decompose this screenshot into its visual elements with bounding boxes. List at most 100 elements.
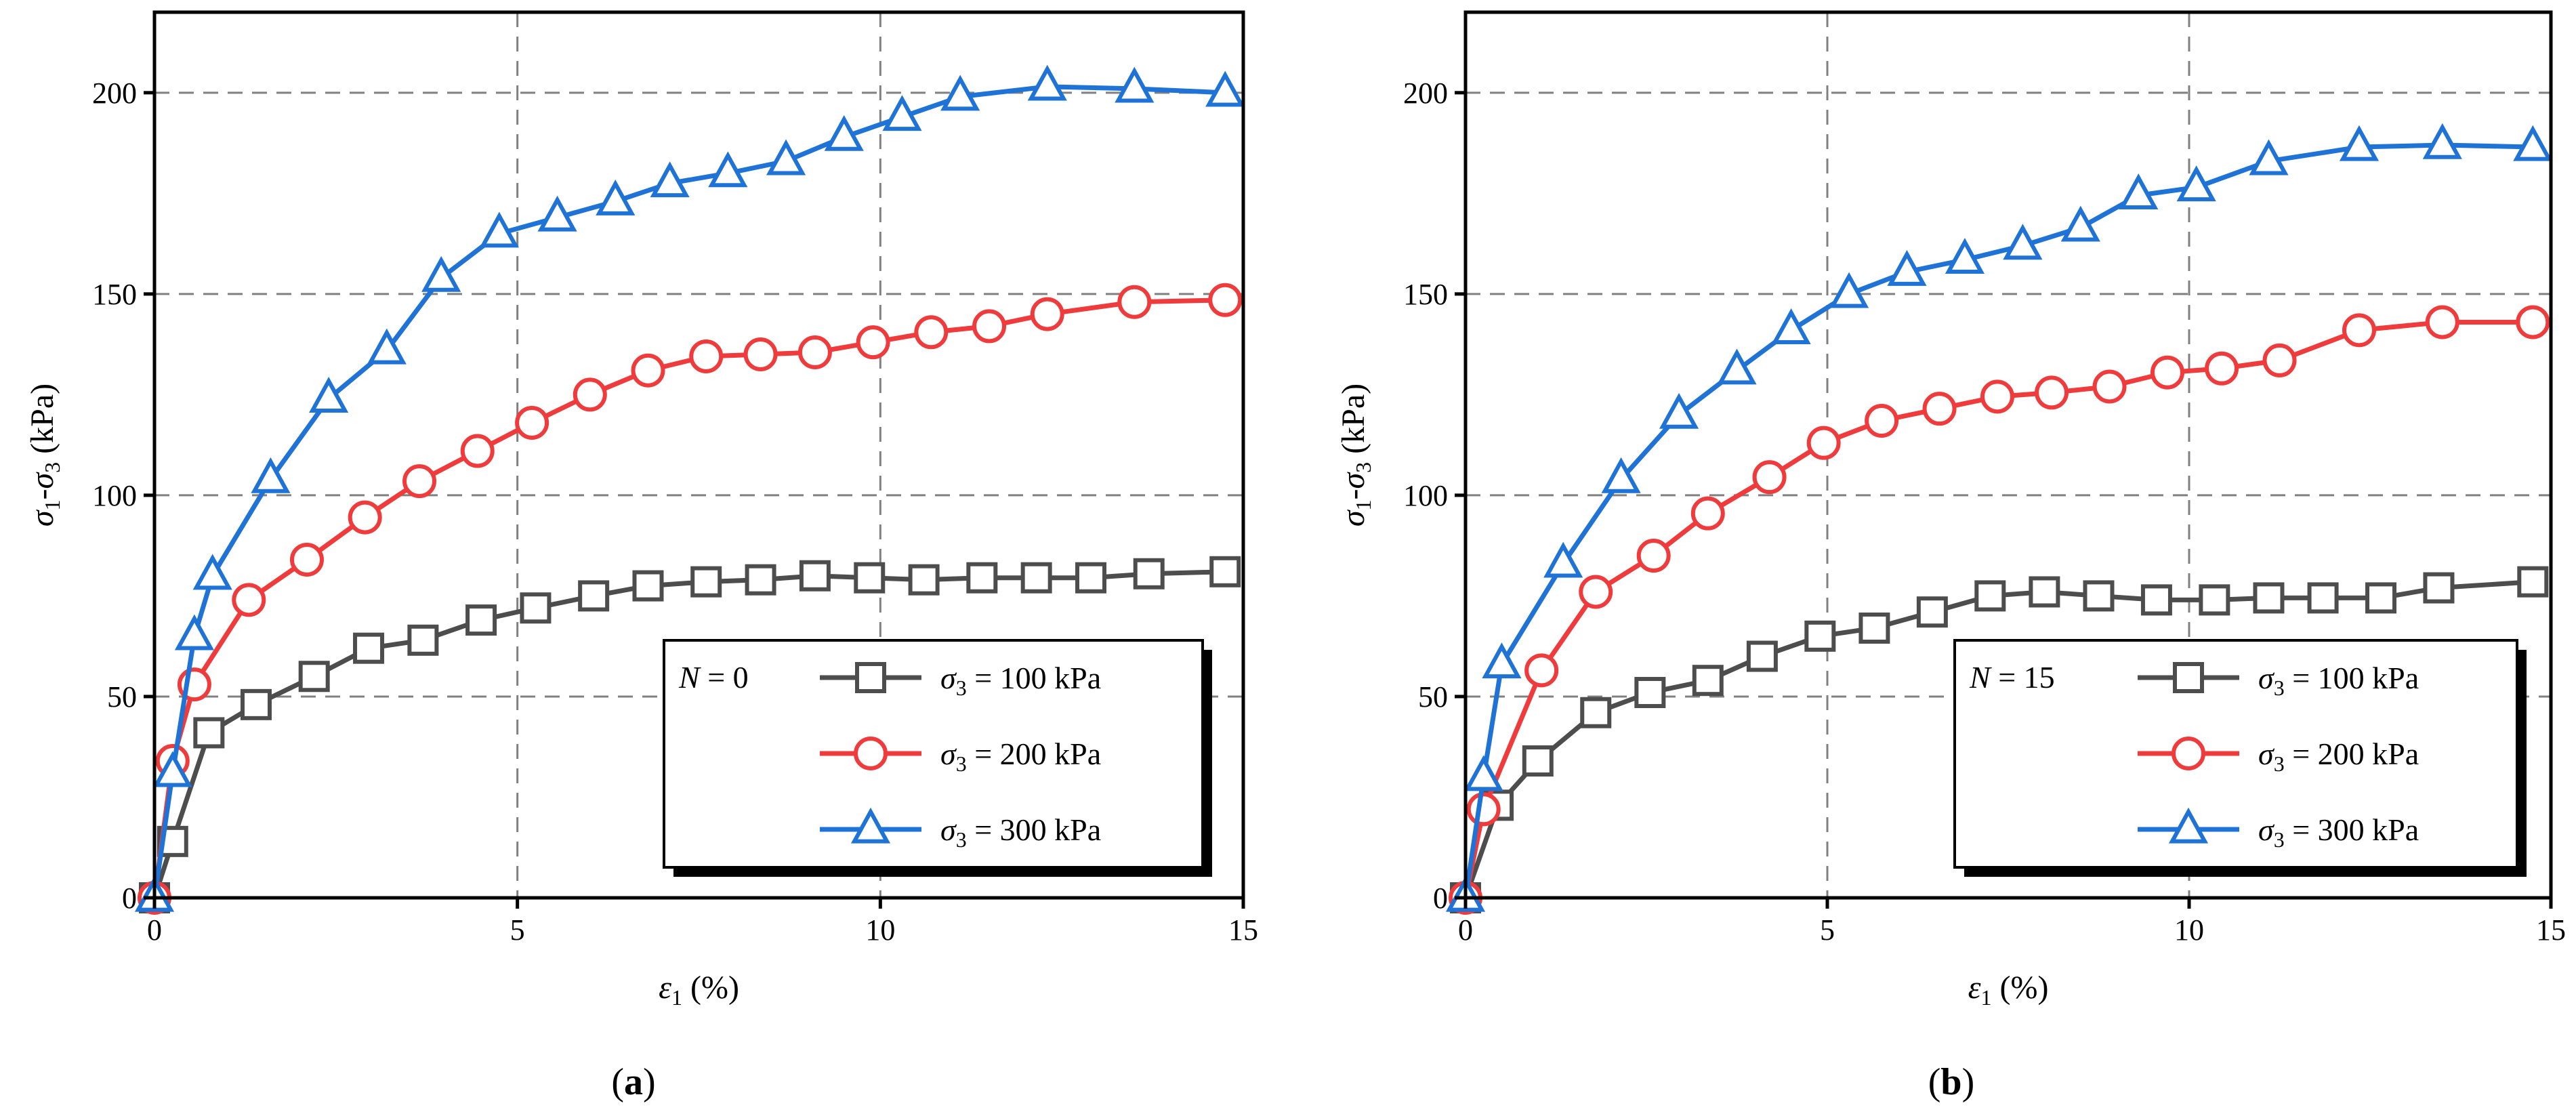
- data-point-square: [1916, 596, 1948, 628]
- data-point-triangle: [1543, 541, 1583, 578]
- data-point-triangle: [1601, 457, 1641, 493]
- y-tick-label: 200: [1403, 77, 1448, 110]
- panel-label: (b): [1928, 1061, 1974, 1103]
- y-axis-symbol-1: σ: [24, 509, 60, 526]
- x-axis-symbol: ε: [659, 970, 671, 1006]
- data-point-square: [1634, 677, 1666, 709]
- data-point-square: [1580, 697, 1612, 728]
- data-point-circle: [460, 434, 495, 468]
- y-axis-title: σ1-σ3 (kPa): [1335, 384, 1375, 526]
- x-axis-unit: (%): [682, 970, 739, 1006]
- data-point-square: [966, 562, 998, 594]
- legend-label-subscript: 3: [2274, 827, 2285, 852]
- y-tick-label: 50: [1418, 680, 1448, 714]
- data-point-square: [2365, 582, 2397, 614]
- data-point-square: [799, 560, 831, 592]
- data-point-circle: [402, 464, 437, 499]
- data-point-square: [1692, 665, 1724, 697]
- legend-label: σ3 = 200 kPa: [2258, 737, 2419, 776]
- data-point-triangle: [2119, 173, 2159, 209]
- data-point-circle: [232, 583, 266, 617]
- legend-annotation: N = 0: [678, 660, 749, 695]
- x-axis-unit: (%): [1991, 970, 2048, 1006]
- y-axis-subscript-1: 1: [40, 499, 64, 510]
- data-point-triangle: [1659, 392, 1699, 429]
- x-tick-label: 15: [2536, 913, 2566, 947]
- legend-swatch-marker: [850, 807, 891, 844]
- data-point-triangle: [2513, 125, 2553, 161]
- x-axis-subscript: 1: [671, 985, 682, 1010]
- data-point-square: [1746, 640, 1778, 672]
- data-point-circle: [2342, 313, 2376, 348]
- legend-item: σ3 = 100 kPa: [820, 661, 1101, 700]
- data-point-triangle: [1717, 348, 1757, 385]
- annotation-variable: N: [1969, 660, 1992, 695]
- data-point-circle: [2516, 305, 2550, 339]
- data-point-triangle: [367, 328, 407, 365]
- panel-label-letter: b: [1940, 1061, 1961, 1103]
- data-point-triangle: [940, 75, 980, 111]
- data-point-square: [2083, 580, 2115, 612]
- data-point-square: [2517, 566, 2549, 598]
- data-point-circle: [1466, 792, 1501, 827]
- data-point-triangle: [152, 751, 192, 787]
- data-point-circle: [1117, 285, 1152, 319]
- plot-frame: [152, 10, 1245, 900]
- data-point-triangle: [2060, 205, 2100, 242]
- data-point-square: [407, 624, 439, 656]
- data-point-circle: [2262, 343, 2297, 377]
- panel-label-close: ): [1962, 1061, 1975, 1103]
- data-point-circle: [743, 337, 778, 371]
- data-point-triangle: [2339, 125, 2380, 161]
- data-point-circle: [689, 339, 724, 373]
- data-point-triangle: [1887, 249, 1927, 286]
- data-point-square: [2029, 576, 2060, 608]
- data-point-triangle: [1205, 70, 1245, 107]
- data-point-triangle: [421, 255, 461, 292]
- legend-label: σ3 = 300 kPa: [2258, 812, 2419, 852]
- legend-label-value: = 100 kPa: [2285, 661, 2419, 695]
- data-point-triangle: [1829, 272, 1869, 308]
- legend-label: σ3 = 100 kPa: [940, 661, 1101, 700]
- data-point-triangle: [309, 377, 349, 413]
- x-tick-label: 0: [147, 913, 162, 947]
- data-point-triangle: [192, 554, 232, 590]
- x-tick-label: 5: [1820, 913, 1835, 947]
- legend-label-value: = 300 kPa: [967, 812, 1101, 847]
- panel-label-close: ): [643, 1061, 656, 1103]
- data-point-circle: [1579, 575, 1613, 609]
- y-tick-label: 100: [1403, 479, 1448, 512]
- y-axis-subscript-1: 1: [1351, 499, 1375, 510]
- legend-label-symbol: σ: [2258, 737, 2275, 771]
- x-axis-title: ε1 (%): [1968, 970, 2049, 1010]
- data-point-triangle: [479, 211, 519, 248]
- data-point-triangle: [251, 457, 291, 493]
- data-point-square: [1522, 745, 1554, 777]
- legend-label-subscript: 3: [956, 827, 967, 852]
- data-point-triangle: [1463, 755, 1503, 791]
- y-axis-unit: (kPa): [24, 384, 60, 462]
- data-point-square: [2307, 582, 2339, 614]
- legend-label: σ3 = 200 kPa: [940, 737, 1101, 776]
- y-axis-symbol-1: σ: [1335, 509, 1371, 526]
- data-point-triangle: [1115, 66, 1155, 103]
- data-point-circle: [1752, 460, 1787, 495]
- data-point-triangle: [882, 95, 922, 131]
- y-tick-label: 50: [107, 680, 137, 714]
- data-point-square: [745, 564, 776, 596]
- series-group: [134, 64, 1245, 915]
- data-point-circle: [1524, 653, 1559, 688]
- legend-label-value: = 300 kPa: [2285, 812, 2419, 847]
- x-tick-label: 15: [1228, 913, 1258, 947]
- x-axis-subscript: 1: [1980, 985, 1991, 1010]
- y-tick-label: 150: [1403, 278, 1448, 311]
- data-point-square: [520, 592, 552, 624]
- data-point-triangle: [766, 139, 806, 175]
- legend-label-symbol: σ: [2258, 812, 2275, 847]
- data-point-circle: [2035, 375, 2069, 410]
- legend-swatch-marker: [2172, 737, 2205, 770]
- panel-label-open: (: [611, 1061, 624, 1103]
